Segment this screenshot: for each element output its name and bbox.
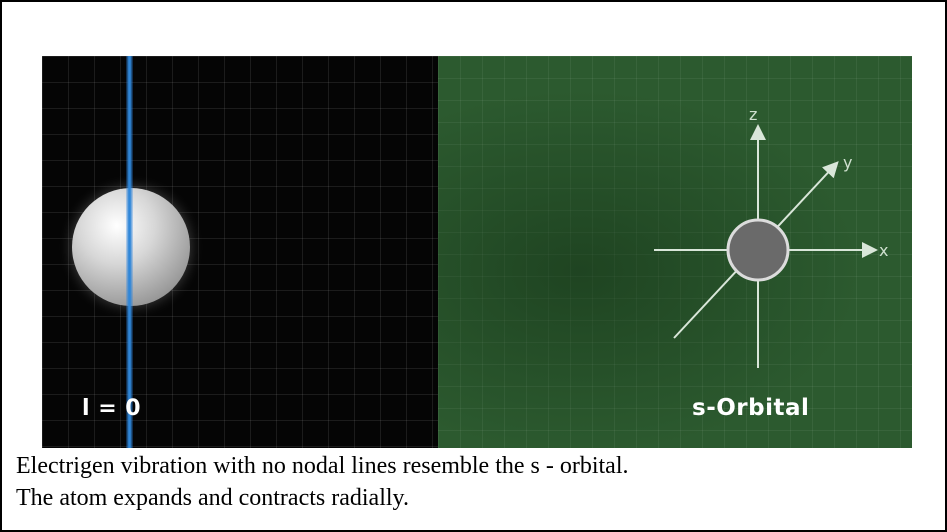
vibration-panel: l = 0 [42,56,438,448]
caption: Electrigen vibration with no nodal lines… [16,450,936,514]
orbital-label: s-Orbital [692,395,810,421]
s-orbital-sphere [726,218,790,282]
quantum-number-label: l = 0 [82,396,142,421]
y-axis-label: y [843,153,852,172]
caption-line-2: The atom expands and contracts radially. [16,485,409,511]
blue-beam [126,56,133,448]
orbital-figure: l = 0 z y x s-Orbital [42,56,912,448]
caption-line-1: Electrigen vibration with no nodal lines… [16,453,629,479]
axes-diagram: z y x [654,105,888,368]
x-axis-label: x [879,241,888,260]
z-axis-label: z [749,105,757,124]
orbital-panel: z y x s-Orbital [438,56,912,448]
